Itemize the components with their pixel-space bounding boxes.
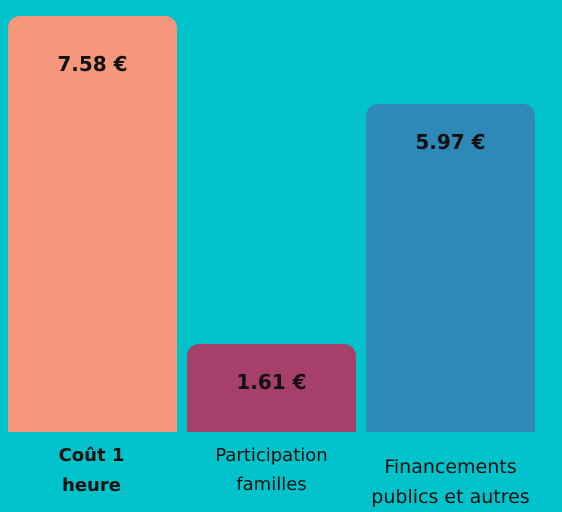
bar: 7.58 € <box>8 16 177 432</box>
value-label: 1.61 € <box>236 369 307 394</box>
category-label: Coût 1 heure <box>58 445 125 496</box>
value-label: 5.97 € <box>415 130 486 155</box>
value-label: 7.58 € <box>57 52 128 76</box>
category-label: Participation familles <box>215 445 328 495</box>
bar: 5.97 € <box>366 104 535 432</box>
bar: 1.61 € <box>187 343 356 432</box>
category-label: Financements publics et autres <box>371 456 530 508</box>
